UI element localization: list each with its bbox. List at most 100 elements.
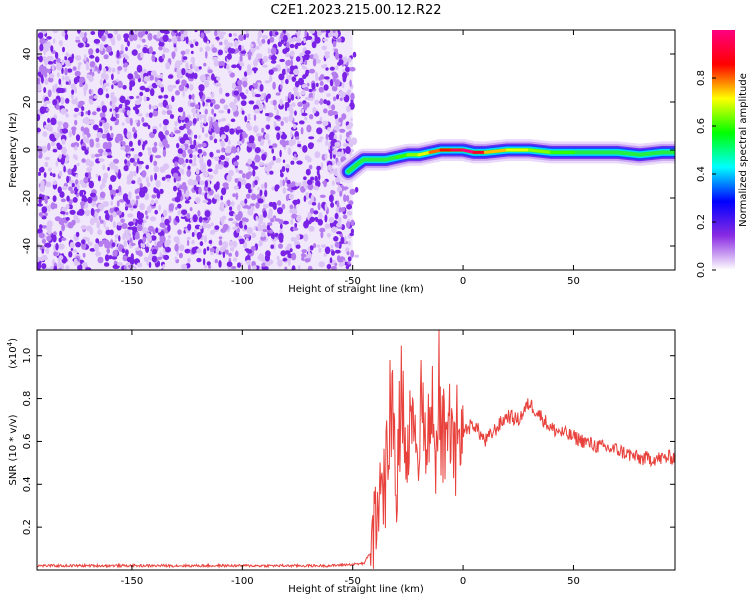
heatmap-cell [97, 256, 104, 264]
heatmap-cell [245, 237, 249, 242]
heatmap-cell [247, 208, 254, 216]
heatmap-cell [337, 61, 342, 66]
heatmap-cell [155, 199, 158, 204]
heatmap-cell [173, 185, 177, 192]
heatmap-cell [244, 115, 248, 123]
heatmap-cell [99, 63, 102, 71]
heatmap-cell [98, 215, 102, 221]
heatmap-cell [193, 72, 198, 80]
heatmap-cell [245, 193, 251, 199]
heatmap-cell [81, 106, 85, 111]
heatmap-cell [41, 206, 48, 214]
y-tick-label: 40 [22, 48, 33, 61]
heatmap-cell [104, 254, 110, 262]
heatmap-cell [314, 217, 319, 221]
heatmap-cell [341, 82, 345, 89]
heatmap-cell [336, 200, 340, 208]
heatmap-cell [85, 61, 89, 68]
heatmap-cell [195, 175, 201, 182]
heatmap-cell [103, 172, 109, 180]
heatmap-cell [293, 123, 297, 130]
snr-y-multiplier: (x104) [6, 338, 19, 369]
heatmap-cell [333, 236, 339, 242]
heatmap-cell [102, 201, 106, 208]
heatmap-cell [282, 159, 286, 163]
heatmap-cell [238, 170, 243, 174]
heatmap-cell [130, 242, 136, 246]
heatmap-cell [123, 33, 130, 40]
heatmap-cell [144, 140, 148, 145]
heatmap-cell [213, 104, 220, 110]
y-tick-label: -20 [22, 190, 33, 206]
heatmap-cell [226, 199, 231, 206]
heatmap-cell [290, 59, 293, 67]
heatmap-cell [158, 131, 164, 139]
heatmap-cell [146, 257, 149, 266]
heatmap-cell [257, 187, 260, 191]
heatmap-cell [99, 112, 106, 119]
heatmap-cell [99, 43, 104, 52]
heatmap-cell [116, 224, 122, 231]
heatmap-cell [304, 59, 308, 65]
heatmap-cell [325, 67, 329, 71]
heatmap-cell [52, 30, 58, 34]
heatmap-cell [257, 30, 263, 39]
heatmap-cell [159, 123, 162, 128]
heatmap-cell [319, 227, 326, 233]
heatmap-cell [181, 79, 187, 87]
heatmap-cell [273, 204, 277, 210]
heatmap-cell [61, 237, 67, 241]
heatmap-cell [146, 182, 151, 188]
heatmap-cell [73, 113, 78, 118]
heatmap-cell [75, 241, 81, 248]
heatmap-cell [67, 68, 73, 73]
heatmap-cell [237, 79, 243, 86]
heatmap-cell [264, 254, 270, 262]
heatmap-cell [205, 51, 208, 59]
y-tick-label: 0.4 [22, 476, 33, 492]
heatmap-cell [107, 33, 113, 39]
heatmap-cell [93, 38, 101, 44]
heatmap-cell [89, 119, 95, 125]
heatmap-cell [132, 106, 138, 111]
heatmap-cell [336, 231, 342, 235]
heatmap-cell [122, 109, 125, 114]
heatmap-cell [174, 243, 179, 252]
heatmap-cell [235, 214, 242, 221]
heatmap-cell [145, 215, 149, 220]
heatmap-cell [207, 187, 211, 192]
heatmap-cell [348, 200, 354, 206]
heatmap-cell [97, 30, 101, 38]
heatmap-cell [300, 56, 303, 64]
heatmap-cell [210, 222, 214, 227]
heatmap-cell [191, 232, 195, 237]
heatmap-cell [309, 30, 316, 34]
heatmap-cell [319, 98, 323, 103]
heatmap-cell [115, 189, 119, 194]
heatmap-cell [316, 127, 323, 135]
heatmap-cell [206, 193, 210, 199]
y-tick-label: -40 [22, 238, 33, 254]
heatmap-y-ticks: -40 -20 0 20 40 [22, 48, 675, 254]
heatmap-cell [305, 168, 311, 176]
heatmap-cell [231, 146, 238, 154]
heatmap-cell [244, 224, 248, 230]
heatmap-cell [46, 36, 52, 40]
heatmap-cell [279, 149, 282, 158]
heatmap-x-label: Height of straight line (km) [288, 284, 424, 295]
heatmap-cell [60, 157, 65, 165]
heatmap-cell [103, 67, 107, 74]
signal-core-segment [417, 150, 432, 157]
heatmap-cell [350, 92, 355, 101]
heatmap-cell [336, 94, 340, 100]
heatmap-cell [123, 144, 131, 153]
heatmap-cell [257, 36, 260, 44]
heatmap-cell [111, 38, 116, 46]
heatmap-cell [252, 83, 256, 87]
heatmap-cell [123, 265, 127, 270]
heatmap-cell [50, 117, 57, 126]
heatmap-cell [290, 218, 294, 225]
heatmap-cell [190, 43, 194, 48]
heatmap-cell [340, 236, 345, 245]
heatmap-cell [124, 37, 129, 43]
